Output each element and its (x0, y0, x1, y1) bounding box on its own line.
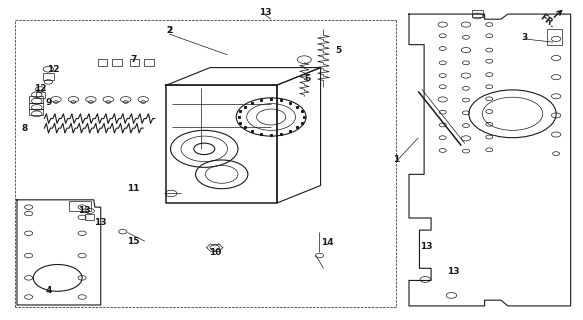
Text: 8: 8 (22, 124, 28, 132)
Text: 11: 11 (127, 184, 139, 193)
Bar (472, 10, 483, 17)
Text: 6: 6 (305, 74, 311, 83)
Text: 13: 13 (259, 8, 272, 17)
Text: 2: 2 (166, 27, 173, 36)
Bar (69, 201, 92, 211)
Text: 13: 13 (420, 242, 433, 251)
Text: 12: 12 (34, 84, 47, 93)
Bar (85, 213, 94, 220)
Bar (29, 103, 43, 109)
Bar (113, 59, 122, 66)
Text: 7: 7 (130, 55, 136, 64)
Text: 3: 3 (521, 33, 527, 42)
Text: 15: 15 (127, 237, 139, 246)
Text: 1: 1 (393, 156, 399, 164)
Text: 5: 5 (335, 45, 341, 55)
Bar (36, 92, 45, 98)
Bar (130, 59, 139, 66)
Bar (29, 109, 43, 116)
Text: 14: 14 (321, 238, 334, 247)
Bar (29, 96, 43, 103)
Bar (98, 59, 107, 66)
Text: 9: 9 (45, 98, 51, 107)
Bar (547, 29, 562, 45)
Text: 4: 4 (46, 286, 52, 295)
Text: 12: 12 (47, 65, 59, 74)
Text: 13: 13 (94, 218, 107, 227)
Text: 13: 13 (447, 267, 459, 276)
Bar (43, 73, 54, 80)
Text: 10: 10 (209, 248, 221, 257)
Text: 13: 13 (78, 206, 90, 215)
Text: 2: 2 (166, 27, 173, 36)
Bar (145, 59, 154, 66)
Text: FR.: FR. (538, 13, 557, 30)
